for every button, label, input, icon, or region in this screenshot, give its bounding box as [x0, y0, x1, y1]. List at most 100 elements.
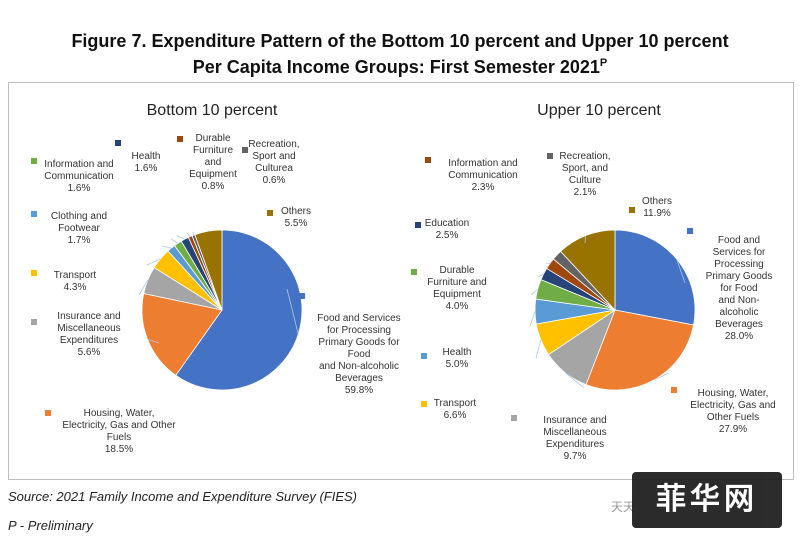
slice-category-label: Health — [443, 347, 472, 358]
leader-line-bottom-food-and-services-for-processing-primary-goods-for-food-and-non-alcoholic-beverages — [286, 288, 299, 335]
leader-line-upper-durable-furniture-and-equipment — [530, 288, 539, 296]
figure-title-line2: Per Capita Income Groups: First Semester… — [0, 52, 800, 78]
legend-marker-bottom-insurance-and-miscellaneous-expenditures — [31, 319, 37, 325]
leader-line-upper-health — [529, 311, 536, 327]
slice-value-label: 2.1% — [574, 187, 597, 198]
slice-category-label: Footwear — [58, 223, 100, 234]
slice-category-label: for Food — [720, 283, 757, 294]
slice-category-label: Recreation, — [248, 139, 299, 150]
slice-category-label: Durable — [439, 265, 474, 276]
slice-category-label: Insurance and — [543, 415, 606, 426]
slice-label-upper-transport: Transport 6.6% — [434, 398, 477, 421]
slice-value-label: 5.0% — [446, 359, 469, 370]
leader-line-bottom-clothing-and-footwear — [161, 245, 172, 249]
slice-category-label: Primary Goods — [706, 271, 773, 282]
slice-label-bottom-information-and-communication: Information and Communication 1.6% — [44, 159, 114, 194]
figure-title: Figure 7. Expenditure Pattern of the Bot… — [0, 30, 800, 78]
slice-category-label: Equipment — [433, 289, 481, 300]
leader-line-upper-food-and-services-for-processing-primary-goods-for-food-and-non-alcoholic-beverages — [676, 258, 686, 284]
slice-label-bottom-others: Others 5.5% — [281, 206, 311, 229]
slice-label-upper-education: Education 2.5% — [425, 218, 469, 241]
slice-category-label: Sport, and — [562, 163, 608, 174]
slice-category-label: Culture — [569, 175, 602, 186]
slice-category-label: Food and — [718, 235, 760, 246]
slice-category-label: alcoholic — [720, 307, 759, 318]
slice-label-upper-durable-furniture-and-equipment: Durable Furniture and Equipment 4.0% — [427, 265, 486, 312]
slice-value-label: 1.6% — [68, 183, 91, 194]
slice-label-bottom-insurance-and-miscellaneous-expenditures: Insurance and Miscellaneous Expenditures 5.… — [57, 311, 120, 358]
slice-category-label: Services for — [713, 247, 766, 258]
slice-value-label: 1.7% — [68, 235, 91, 246]
slice-label-upper-housing-water-electricity-gas-and-other-fuels: Housing, Water, Electricity, Gas and Other… — [690, 388, 775, 435]
slice-label-bottom-food-and-services-for-processing-primary-goods-for-food-and-non-alcoholic-beverages: Food and Services for Processing Primary G… — [317, 313, 400, 396]
slice-category-label: Beverages — [335, 373, 383, 384]
slice-category-label: Culturea — [255, 163, 293, 174]
slice-category-label: and — [205, 157, 222, 168]
slice-value-label: 2.3% — [472, 182, 495, 193]
slice-category-label: Durable — [195, 133, 230, 144]
pie-slice-bottom-others — [194, 229, 223, 311]
slice-category-label: for Processing — [327, 325, 391, 336]
slice-label-bottom-health: Health 1.6% — [132, 151, 161, 174]
slice-label-bottom-recreation-sport-and-culturea: Recreation, Sport and Culturea 0.6% — [248, 139, 299, 186]
legend-marker-upper-food-and-services-for-processing-primary-goods-for-food-and-non-alcoholic-beverages — [687, 228, 693, 234]
slice-category-label: Beverages — [715, 319, 763, 330]
pie-title-upper: Upper 10 percent — [537, 102, 661, 119]
slice-category-label: Recreation, — [559, 151, 610, 162]
legend-marker-bottom-durable-furniture-and-equipment — [177, 136, 183, 142]
slice-category-label: Information and — [44, 159, 114, 170]
slice-category-label: Miscellaneous — [543, 427, 606, 438]
slice-value-label: 4.3% — [64, 282, 87, 293]
slice-value-label: 5.5% — [285, 218, 308, 229]
legend-marker-upper-health — [421, 353, 427, 359]
slice-category-label: Expenditures — [60, 335, 118, 346]
slice-category-label: Transport — [434, 398, 477, 409]
slice-category-label: Food and Services — [317, 313, 400, 324]
leader-line-bottom-transport — [146, 258, 161, 266]
watermark-small-text: 天天 — [610, 500, 635, 514]
slice-category-label: Food — [348, 349, 371, 360]
figure-title-line2-text: Per Capita Income Groups: First Semester… — [192, 57, 600, 77]
pie-slice-upper-housing-water-electricity-gas-and-other-fuels — [585, 309, 695, 391]
legend-marker-bottom-others — [267, 210, 273, 216]
preliminary-superscript: P — [599, 57, 608, 69]
slice-value-label: 6.6% — [444, 410, 467, 421]
slice-category-label: Furniture — [193, 145, 233, 156]
legend-marker-upper-information-and-communication — [425, 157, 431, 163]
slice-category-label: Electricity, Gas and — [690, 400, 775, 411]
charts-panel: Bottom 10 percent Food and Services for Pr… — [8, 82, 794, 480]
slice-value-label: 0.6% — [263, 175, 286, 186]
watermark-logo: 菲华网 — [632, 472, 782, 528]
leader-line-bottom-durable-furniture-and-equipment — [186, 232, 191, 237]
slice-label-upper-insurance-and-miscellaneous-expenditures: Insurance and Miscellaneous Expenditures 9.… — [543, 415, 606, 462]
legend-marker-bottom-clothing-and-footwear — [31, 211, 37, 217]
slice-category-label: and Non-alcoholic — [319, 361, 399, 372]
slice-value-label: 4.0% — [446, 301, 469, 312]
legend-marker-upper-recreation-sport-and-culture — [547, 153, 553, 159]
slice-category-label: Sport and — [252, 151, 295, 162]
legend-marker-bottom-health — [115, 140, 121, 146]
slice-category-label: Miscellaneous — [57, 323, 120, 334]
slice-category-label: Education — [425, 218, 469, 229]
slice-category-label: Other Fuels — [707, 412, 759, 423]
leader-line-upper-transport — [535, 339, 542, 359]
slice-label-upper-recreation-sport-and-culture: Recreation, Sport, and Culture 2.1% — [559, 151, 610, 198]
slice-label-bottom-transport: Transport 4.3% — [54, 270, 97, 293]
legend-marker-bottom-food-and-services-for-processing-primary-goods-for-food-and-non-alcoholic-beverages — [299, 293, 305, 299]
slice-category-label: Clothing and — [51, 211, 107, 222]
slice-label-upper-information-and-communication: Information and Communication 2.3% — [448, 158, 518, 193]
slice-value-label: 28.0% — [725, 331, 753, 342]
slice-category-label: Housing, Water, — [698, 388, 769, 399]
slice-category-label: Communication — [44, 171, 113, 182]
slice-category-label: Insurance and — [57, 311, 120, 322]
slice-label-bottom-housing-water-electricity-gas-and-other-fuels: Housing, Water, Electricity, Gas and Othe… — [62, 408, 176, 455]
slice-value-label: 59.8% — [345, 385, 373, 396]
slice-category-label: Information and — [448, 158, 518, 169]
legend-marker-bottom-housing-water-electricity-gas-and-other-fuels — [45, 410, 51, 416]
legend-marker-upper-others — [629, 207, 635, 213]
slice-label-upper-others: Others 11.9% — [642, 196, 672, 219]
slice-category-label: Communication — [448, 170, 517, 181]
slice-value-label: 11.9% — [643, 208, 671, 219]
legend-marker-upper-education — [415, 222, 421, 228]
leader-line-upper-information-and-communication — [545, 262, 550, 264]
